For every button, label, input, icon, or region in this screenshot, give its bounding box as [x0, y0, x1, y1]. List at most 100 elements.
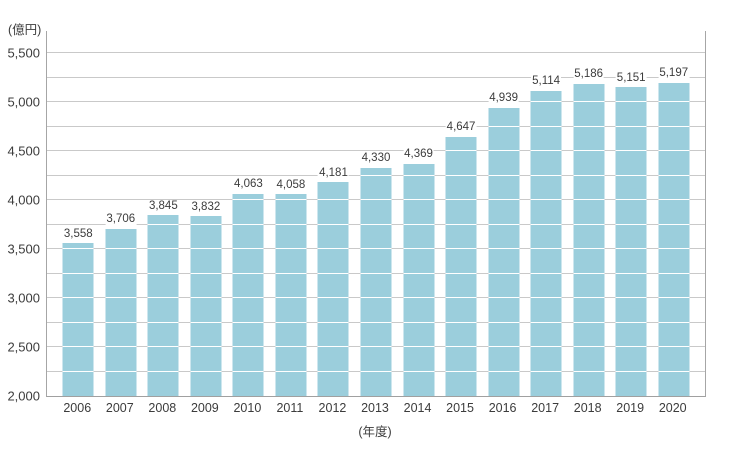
gridline-over-bar: [317, 297, 349, 298]
gridline-over-bar: [573, 174, 605, 176]
bar-slot: 5,197: [652, 31, 695, 396]
gridline-over-bar: [530, 297, 562, 298]
y-tick-label: 2,500: [7, 339, 40, 355]
gridline-over-bar: [488, 125, 520, 127]
gridline-over-bar: [658, 125, 690, 127]
gridline-over-bar: [445, 272, 477, 274]
gridline-over-bar: [317, 346, 349, 347]
gridline-over-bar: [488, 223, 520, 225]
bar-slot: 3,845: [142, 31, 185, 396]
gridline-over-bar: [530, 272, 562, 274]
gridline-over-bar: [403, 223, 435, 225]
y-tick-label: 4,500: [7, 143, 40, 159]
gridline-over-bar: [615, 174, 647, 176]
x-tick-label: 2012: [318, 401, 347, 415]
gridline-over-bar: [190, 321, 222, 323]
x-tick-label: 2015: [446, 401, 474, 415]
gridline-over-bar: [530, 174, 562, 176]
gridline-over-bar: [232, 272, 264, 274]
gridline-over-bar: [573, 248, 605, 249]
gridline-over-bar: [573, 370, 605, 372]
gridline-over-bar: [573, 272, 605, 274]
gridline-over-bar: [403, 321, 435, 323]
bar-2010: [232, 193, 264, 396]
bar-2007: [105, 228, 137, 396]
gridline-over-bar: [360, 370, 392, 372]
bar-2012: [317, 182, 349, 396]
gridline-over-bar: [147, 297, 179, 298]
gridline: [47, 101, 705, 102]
gridline-over-bar: [530, 370, 562, 372]
gridline-over-bar: [615, 297, 647, 298]
bar-slot: 4,058: [270, 31, 313, 396]
value-label: 4,330: [360, 152, 392, 165]
gridline-over-bar: [488, 272, 520, 274]
gridline-over-bar: [658, 174, 690, 176]
gridline-over-bar: [445, 174, 477, 176]
value-label: 4,181: [318, 166, 349, 180]
gridline-over-bar: [190, 223, 222, 225]
x-tick-label: 2013: [361, 401, 389, 415]
value-label: 3,706: [105, 213, 137, 226]
gridline-over-bar: [658, 321, 690, 323]
gridline-over-bar: [573, 125, 605, 127]
gridline-over-bar: [360, 297, 392, 298]
value-label: 4,939: [488, 92, 519, 105]
bar-slot: 4,063: [227, 31, 270, 396]
gridline-over-bar: [360, 346, 392, 347]
bar-2011: [275, 194, 307, 396]
gridline-over-bar: [573, 297, 605, 298]
gridline-over-bar: [105, 272, 137, 274]
gridline-over-bar: [360, 174, 392, 176]
gridline-over-bar: [445, 297, 477, 298]
plot-area: 3,558 3,706 3,845 3,832 4,063 4,058 4,181 4,330…: [46, 31, 706, 397]
gridline-over-bar: [573, 199, 605, 200]
gridline-over-bar: [275, 370, 307, 372]
gridline: [47, 76, 705, 78]
gridline-over-bar: [403, 199, 435, 200]
bar-slot: 4,939: [482, 31, 525, 396]
bar-slot: 3,706: [100, 31, 143, 396]
gridline-over-bar: [445, 248, 477, 249]
gridline-over-bar: [190, 346, 222, 347]
gridline-over-bar: [658, 346, 690, 347]
gridline-over-bar: [615, 223, 647, 225]
gridline-over-bar: [445, 223, 477, 225]
value-label: 3,845: [147, 199, 179, 213]
value-label: 4,058: [275, 178, 307, 192]
gridline-over-bar: [403, 272, 435, 274]
gridline-over-bar: [403, 174, 435, 176]
value-label: 5,186: [573, 68, 605, 81]
gridline-over-bar: [488, 297, 520, 298]
gridline-over-bar: [615, 248, 647, 249]
gridline-over-bar: [62, 346, 94, 347]
gridline-over-bar: [62, 272, 94, 274]
value-label: 4,647: [445, 120, 477, 134]
bar-2017: [530, 90, 562, 396]
x-tick-label: 2014: [403, 401, 432, 415]
bar-slot: 5,186: [567, 31, 610, 396]
x-tick-label: 2010: [233, 401, 262, 415]
y-tick-label: 3,500: [7, 241, 40, 257]
gridline-over-bar: [147, 370, 179, 372]
gridline-over-bar: [403, 297, 435, 298]
gridline-over-bar: [360, 199, 392, 200]
gridline-over-bar: [658, 272, 690, 274]
gridline-over-bar: [573, 223, 605, 225]
gridline-over-bar: [488, 346, 520, 347]
x-tick-label: 2011: [276, 401, 304, 415]
gridline-over-bar: [232, 321, 264, 323]
gridline-over-bar: [573, 101, 605, 102]
gridline-over-bar: [275, 272, 307, 274]
value-label: 3,558: [62, 227, 94, 241]
gridline-over-bar: [360, 321, 392, 323]
bar-slot: 3,558: [57, 31, 100, 396]
gridline-over-bar: [403, 248, 435, 249]
gridline-over-bar: [232, 346, 264, 347]
gridline-over-bar: [317, 223, 349, 225]
gridline-over-bar: [317, 199, 349, 200]
bar-2014: [403, 163, 435, 396]
gridline-over-bar: [658, 199, 690, 200]
gridline-over-bar: [573, 150, 605, 151]
gridline-over-bar: [488, 174, 520, 176]
